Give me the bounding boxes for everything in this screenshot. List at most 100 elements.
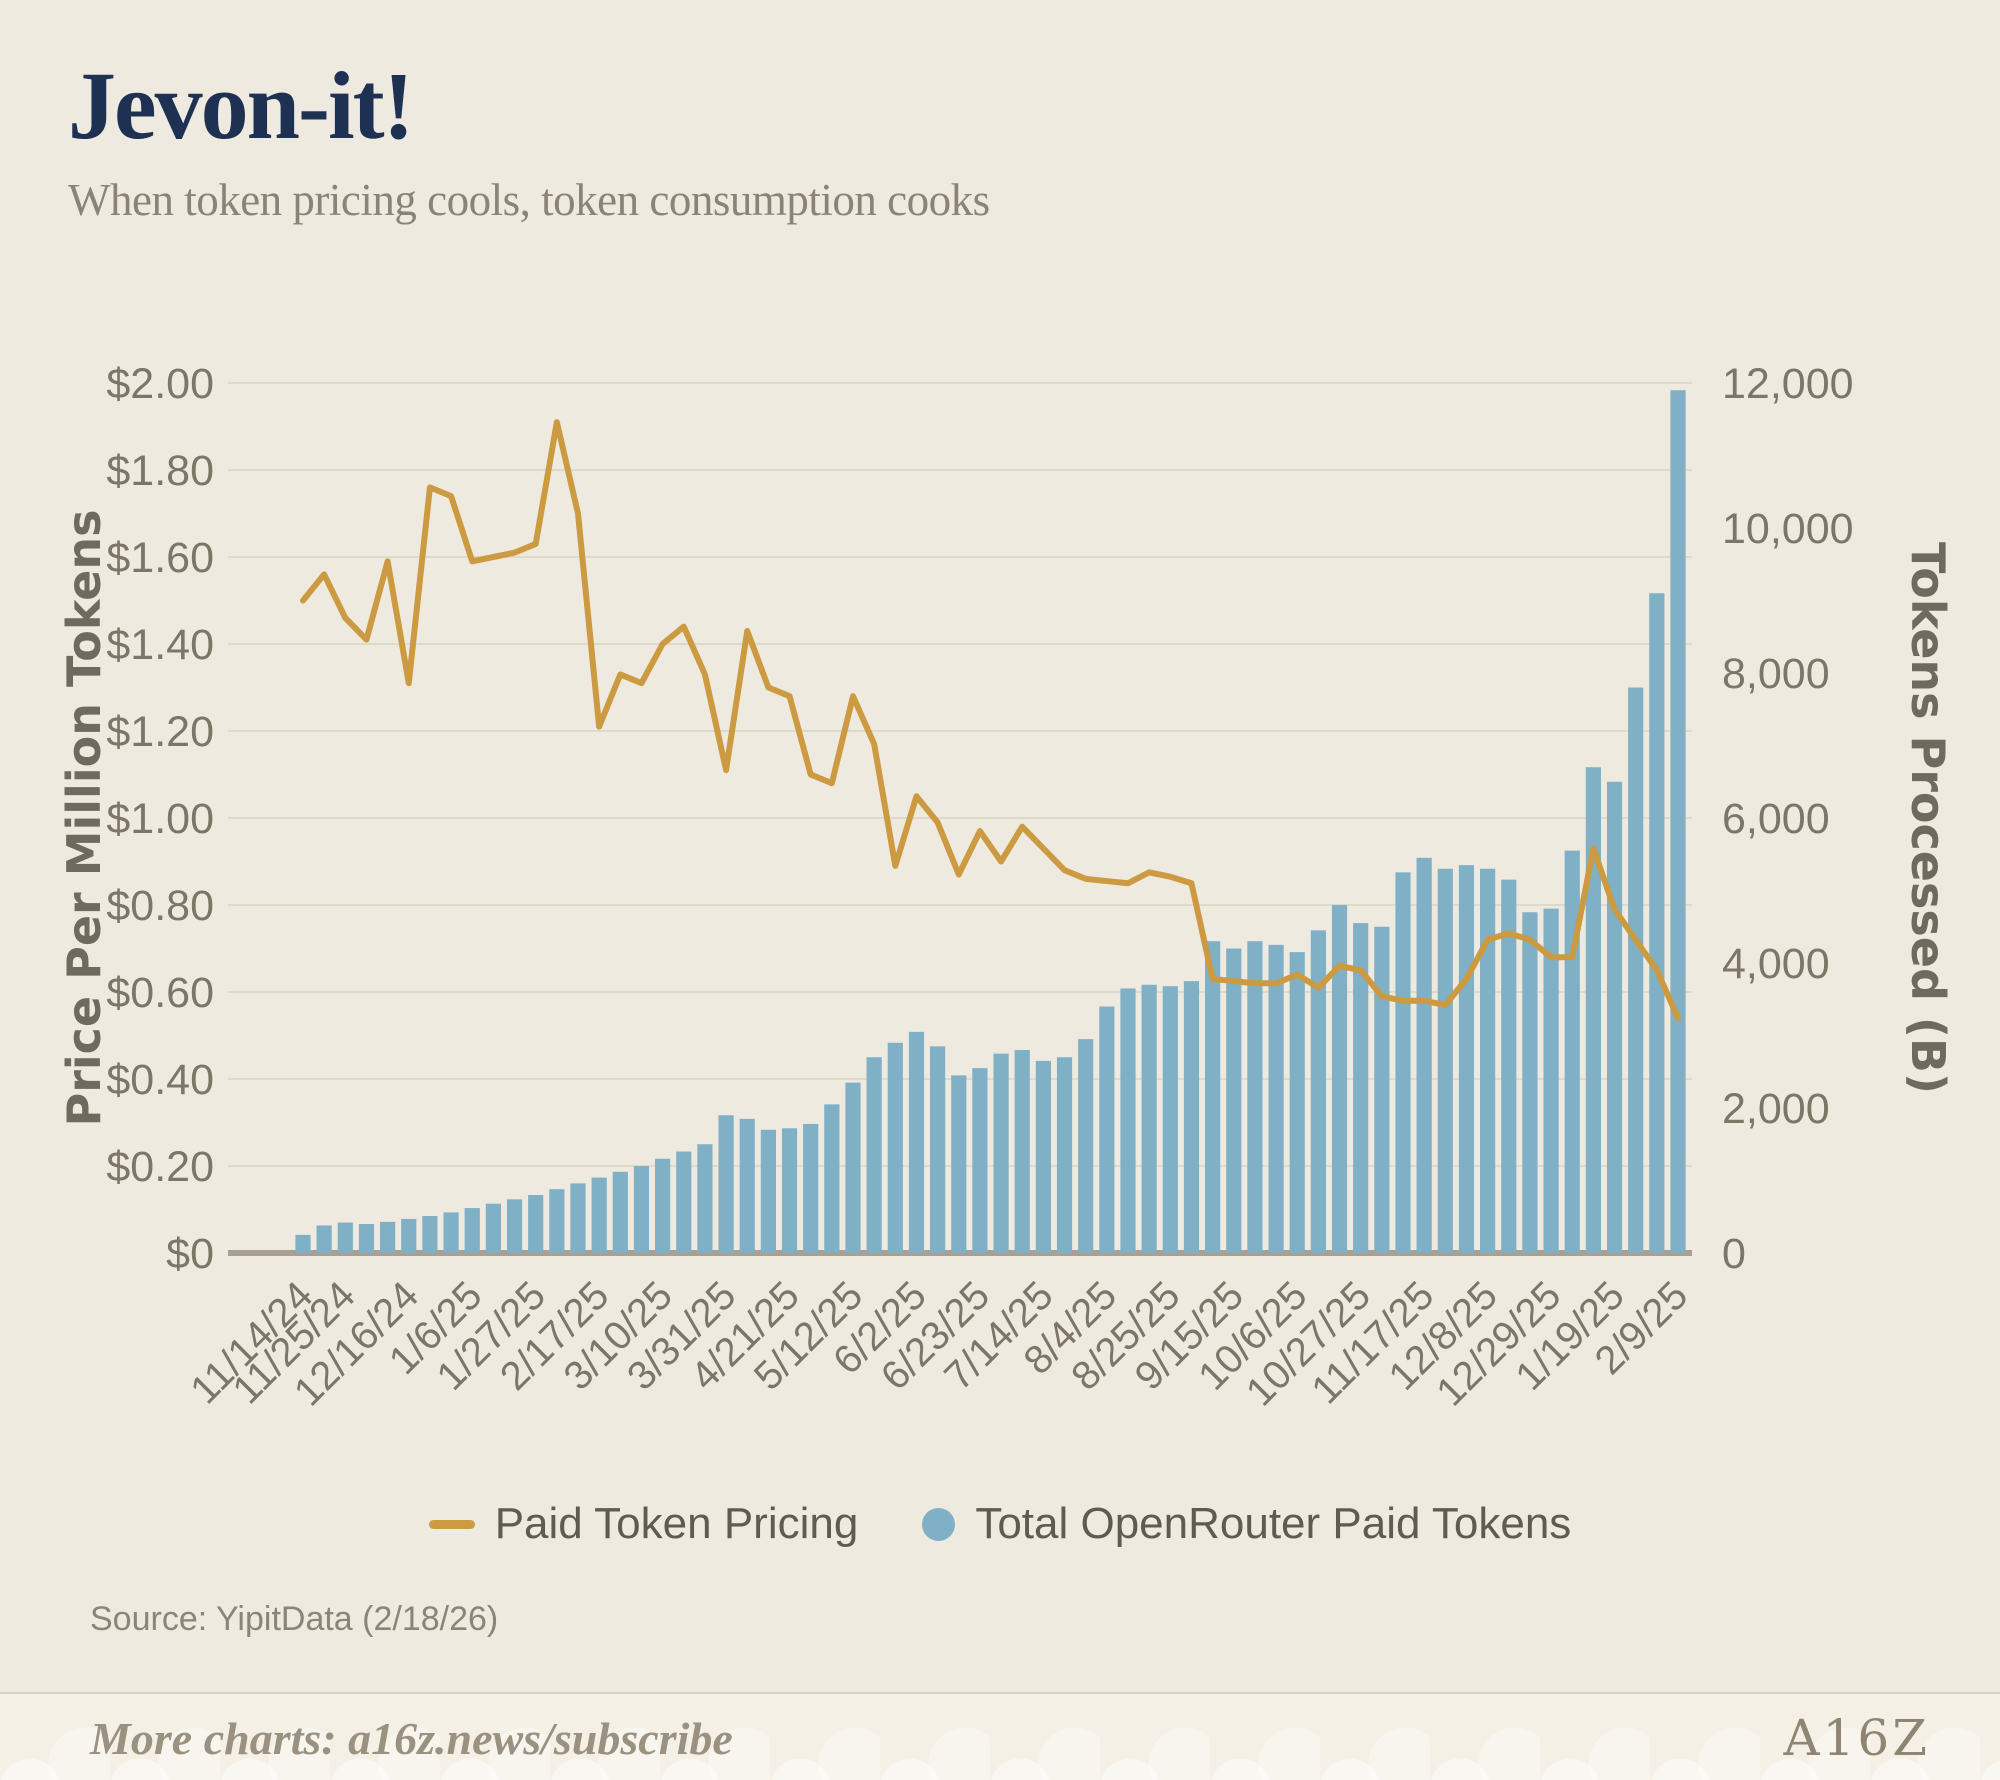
left-axis-tick-label: $0.60 — [106, 969, 214, 1017]
left-axis-tick-labels: $2.00 $1.80 $1.60 $1.40 $1.20 $1.00 $0.80 $0.60… — [106, 360, 214, 1278]
token-bar — [528, 1195, 544, 1253]
legend-item-paid-token-pricing: Paid Token Pricing — [428, 1499, 859, 1549]
token-bar — [951, 1075, 967, 1253]
left-axis-tick-label: $0.80 — [106, 882, 214, 930]
token-bar — [908, 1031, 925, 1253]
footer-subscribe-text[interactable]: More charts: a16z.news/subscribe — [90, 1712, 733, 1764]
a16z-logo: A16Z — [1783, 1709, 1930, 1767]
left-axis-title: Price Per Million Tokens — [57, 509, 111, 1126]
left-axis-tick-label: $0.20 — [106, 1143, 214, 1191]
token-bar — [1437, 868, 1453, 1253]
token-bar — [1247, 941, 1263, 1253]
token-bar — [1416, 857, 1432, 1253]
token-bar — [295, 1234, 311, 1253]
token-bar — [506, 1199, 523, 1253]
token-bar — [443, 1212, 459, 1253]
token-bar — [887, 1042, 903, 1253]
circle-swatch-icon — [922, 1507, 956, 1541]
left-axis-tick-label: $1.80 — [106, 447, 214, 495]
token-bar — [358, 1224, 375, 1253]
token-bar — [930, 1046, 946, 1253]
token-bar — [1543, 908, 1559, 1253]
bar-series — [295, 390, 1686, 1253]
token-bar — [401, 1218, 417, 1253]
token-bar — [1331, 905, 1348, 1253]
token-bar — [422, 1216, 438, 1253]
token-bar — [570, 1183, 586, 1253]
token-bar — [464, 1208, 480, 1253]
left-axis-tick-label: $1.60 — [106, 534, 214, 582]
token-bar — [1120, 988, 1136, 1253]
token-bar — [1480, 868, 1496, 1253]
token-bar — [1162, 986, 1178, 1253]
token-bar — [803, 1123, 819, 1253]
token-bar — [1035, 1060, 1051, 1253]
legend-label: Paid Token Pricing — [494, 1499, 859, 1548]
left-axis-tick-label: $0.40 — [106, 1056, 214, 1104]
token-bar — [549, 1189, 565, 1253]
token-bar — [485, 1203, 501, 1253]
token-bar — [1310, 930, 1326, 1253]
price-vs-tokens-chart: $2.00 $1.80 $1.60 $1.40 $1.20 $1.00 $0.80 $0.60… — [57, 360, 1955, 1414]
right-axis-tick-label: 0 — [1722, 1230, 1746, 1278]
token-bar — [1099, 1006, 1115, 1253]
token-bar — [739, 1118, 755, 1253]
right-axis-tick-label: 6,000 — [1722, 795, 1830, 843]
token-bar — [337, 1222, 353, 1253]
source-note: Source: YipitData (2/18/26) — [90, 1600, 499, 1638]
token-bar — [1670, 390, 1686, 1253]
token-bar — [1395, 872, 1411, 1253]
token-bar — [1056, 1057, 1073, 1253]
token-bar — [1564, 850, 1580, 1253]
token-bar — [1078, 1039, 1094, 1253]
token-bar — [760, 1129, 776, 1253]
left-axis-tick-label: $0 — [166, 1230, 214, 1278]
price-line — [300, 419, 1681, 1022]
token-bar — [1522, 912, 1538, 1253]
token-bar — [1183, 981, 1200, 1253]
left-axis-tick-label: $1.00 — [106, 795, 214, 843]
right-axis-tick-label: 12,000 — [1722, 360, 1854, 408]
token-bar — [845, 1082, 861, 1253]
right-axis-tick-label: 8,000 — [1722, 650, 1830, 698]
token-bar — [1628, 687, 1644, 1253]
x-axis-tick-labels: 11/14/2411/25/2412/16/241/6/251/27/252/1… — [182, 1273, 1696, 1414]
token-bar — [612, 1171, 628, 1253]
token-bar — [633, 1166, 650, 1253]
token-bar — [824, 1104, 840, 1253]
token-bar — [866, 1057, 882, 1253]
left-axis-tick-label: $2.00 — [106, 360, 214, 408]
token-bar — [591, 1177, 607, 1253]
token-bar — [993, 1053, 1009, 1253]
token-bar — [655, 1158, 671, 1253]
token-bar — [1606, 781, 1623, 1253]
legend-label: Total OpenRouter Paid Tokens — [975, 1499, 1572, 1548]
token-bar — [1649, 593, 1665, 1253]
right-axis-title: Tokens Processed (B) — [1901, 542, 1955, 1094]
legend: Paid Token Pricing Total OpenRouter Paid… — [0, 1492, 2000, 1556]
token-bar — [697, 1144, 713, 1253]
right-axis-tick-label: 10,000 — [1722, 505, 1854, 553]
footer-band: More charts: a16z.news/subscribe A16Z — [0, 1692, 2000, 1780]
token-bar — [1585, 767, 1601, 1253]
line-swatch-icon — [428, 1519, 475, 1529]
right-axis-tick-labels: 12,000 10,000 8,000 6,000 4,000 2,000 0 — [1722, 360, 1854, 1278]
token-bar — [718, 1115, 734, 1253]
left-axis-tick-label: $1.20 — [106, 708, 214, 756]
chart-subtitle: When token pricing cools, token consumpt… — [68, 175, 990, 225]
chart-title: Jevon-it! — [68, 52, 415, 159]
token-bar — [781, 1128, 798, 1253]
token-bar — [1374, 926, 1390, 1253]
token-bar — [1141, 984, 1157, 1253]
left-axis-tick-label: $1.40 — [106, 621, 214, 669]
line-series — [300, 419, 1681, 1022]
right-axis-tick-label: 2,000 — [1722, 1085, 1830, 1133]
token-bar — [316, 1225, 332, 1253]
token-bar — [1205, 941, 1221, 1253]
token-bar — [1226, 948, 1242, 1253]
token-bar — [1268, 944, 1284, 1253]
right-axis-tick-label: 4,000 — [1722, 940, 1830, 988]
token-bar — [1014, 1050, 1030, 1253]
token-bar — [380, 1221, 396, 1253]
